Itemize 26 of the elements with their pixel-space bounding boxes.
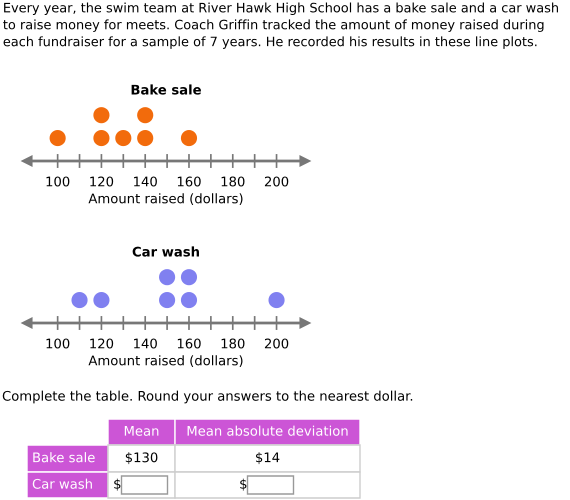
x-tick-label: 100: [46, 176, 70, 186]
x-tick-label: 100: [46, 338, 70, 348]
x-tick-label: 120: [90, 338, 114, 348]
x-axis-title: Amount raised (dollars): [88, 355, 242, 367]
text: Mean absolute deviation: [188, 426, 348, 436]
x-tick-label: 160: [178, 176, 201, 186]
x-axis-title: Amount raised (dollars): [88, 193, 242, 205]
x-tick-label: 140: [134, 338, 157, 348]
text: $14: [256, 452, 280, 464]
text: Mean: [124, 426, 158, 436]
text: $: [114, 478, 120, 491]
x-tick-label: 160: [178, 338, 201, 348]
text: Every year, the swim team at River Hawk High School has a bake sale and a car wash to raise money for meets. Coach Griffin tracked the amount of money raised during each fundraiser for a sample of 7 years. He recorded his results in these line plots.: [3, 2, 558, 49]
x-tick-label: 200: [264, 338, 288, 348]
chart-title: Car wash: [132, 246, 199, 257]
x-tick-label: 180: [222, 338, 244, 348]
x-tick-label: 140: [134, 176, 157, 186]
x-tick-label: 180: [222, 176, 244, 186]
x-tick-label: 120: [90, 176, 114, 186]
x-tick-label: 200: [264, 176, 288, 186]
text: $130: [126, 452, 158, 464]
text: Bake sale: [33, 452, 95, 462]
text: Complete the table. Round your answers to the nearest dollar.: [2, 390, 412, 404]
text: $: [240, 478, 246, 491]
chart-title: Bake sale: [132, 84, 201, 95]
text: Car wash: [32, 478, 92, 489]
